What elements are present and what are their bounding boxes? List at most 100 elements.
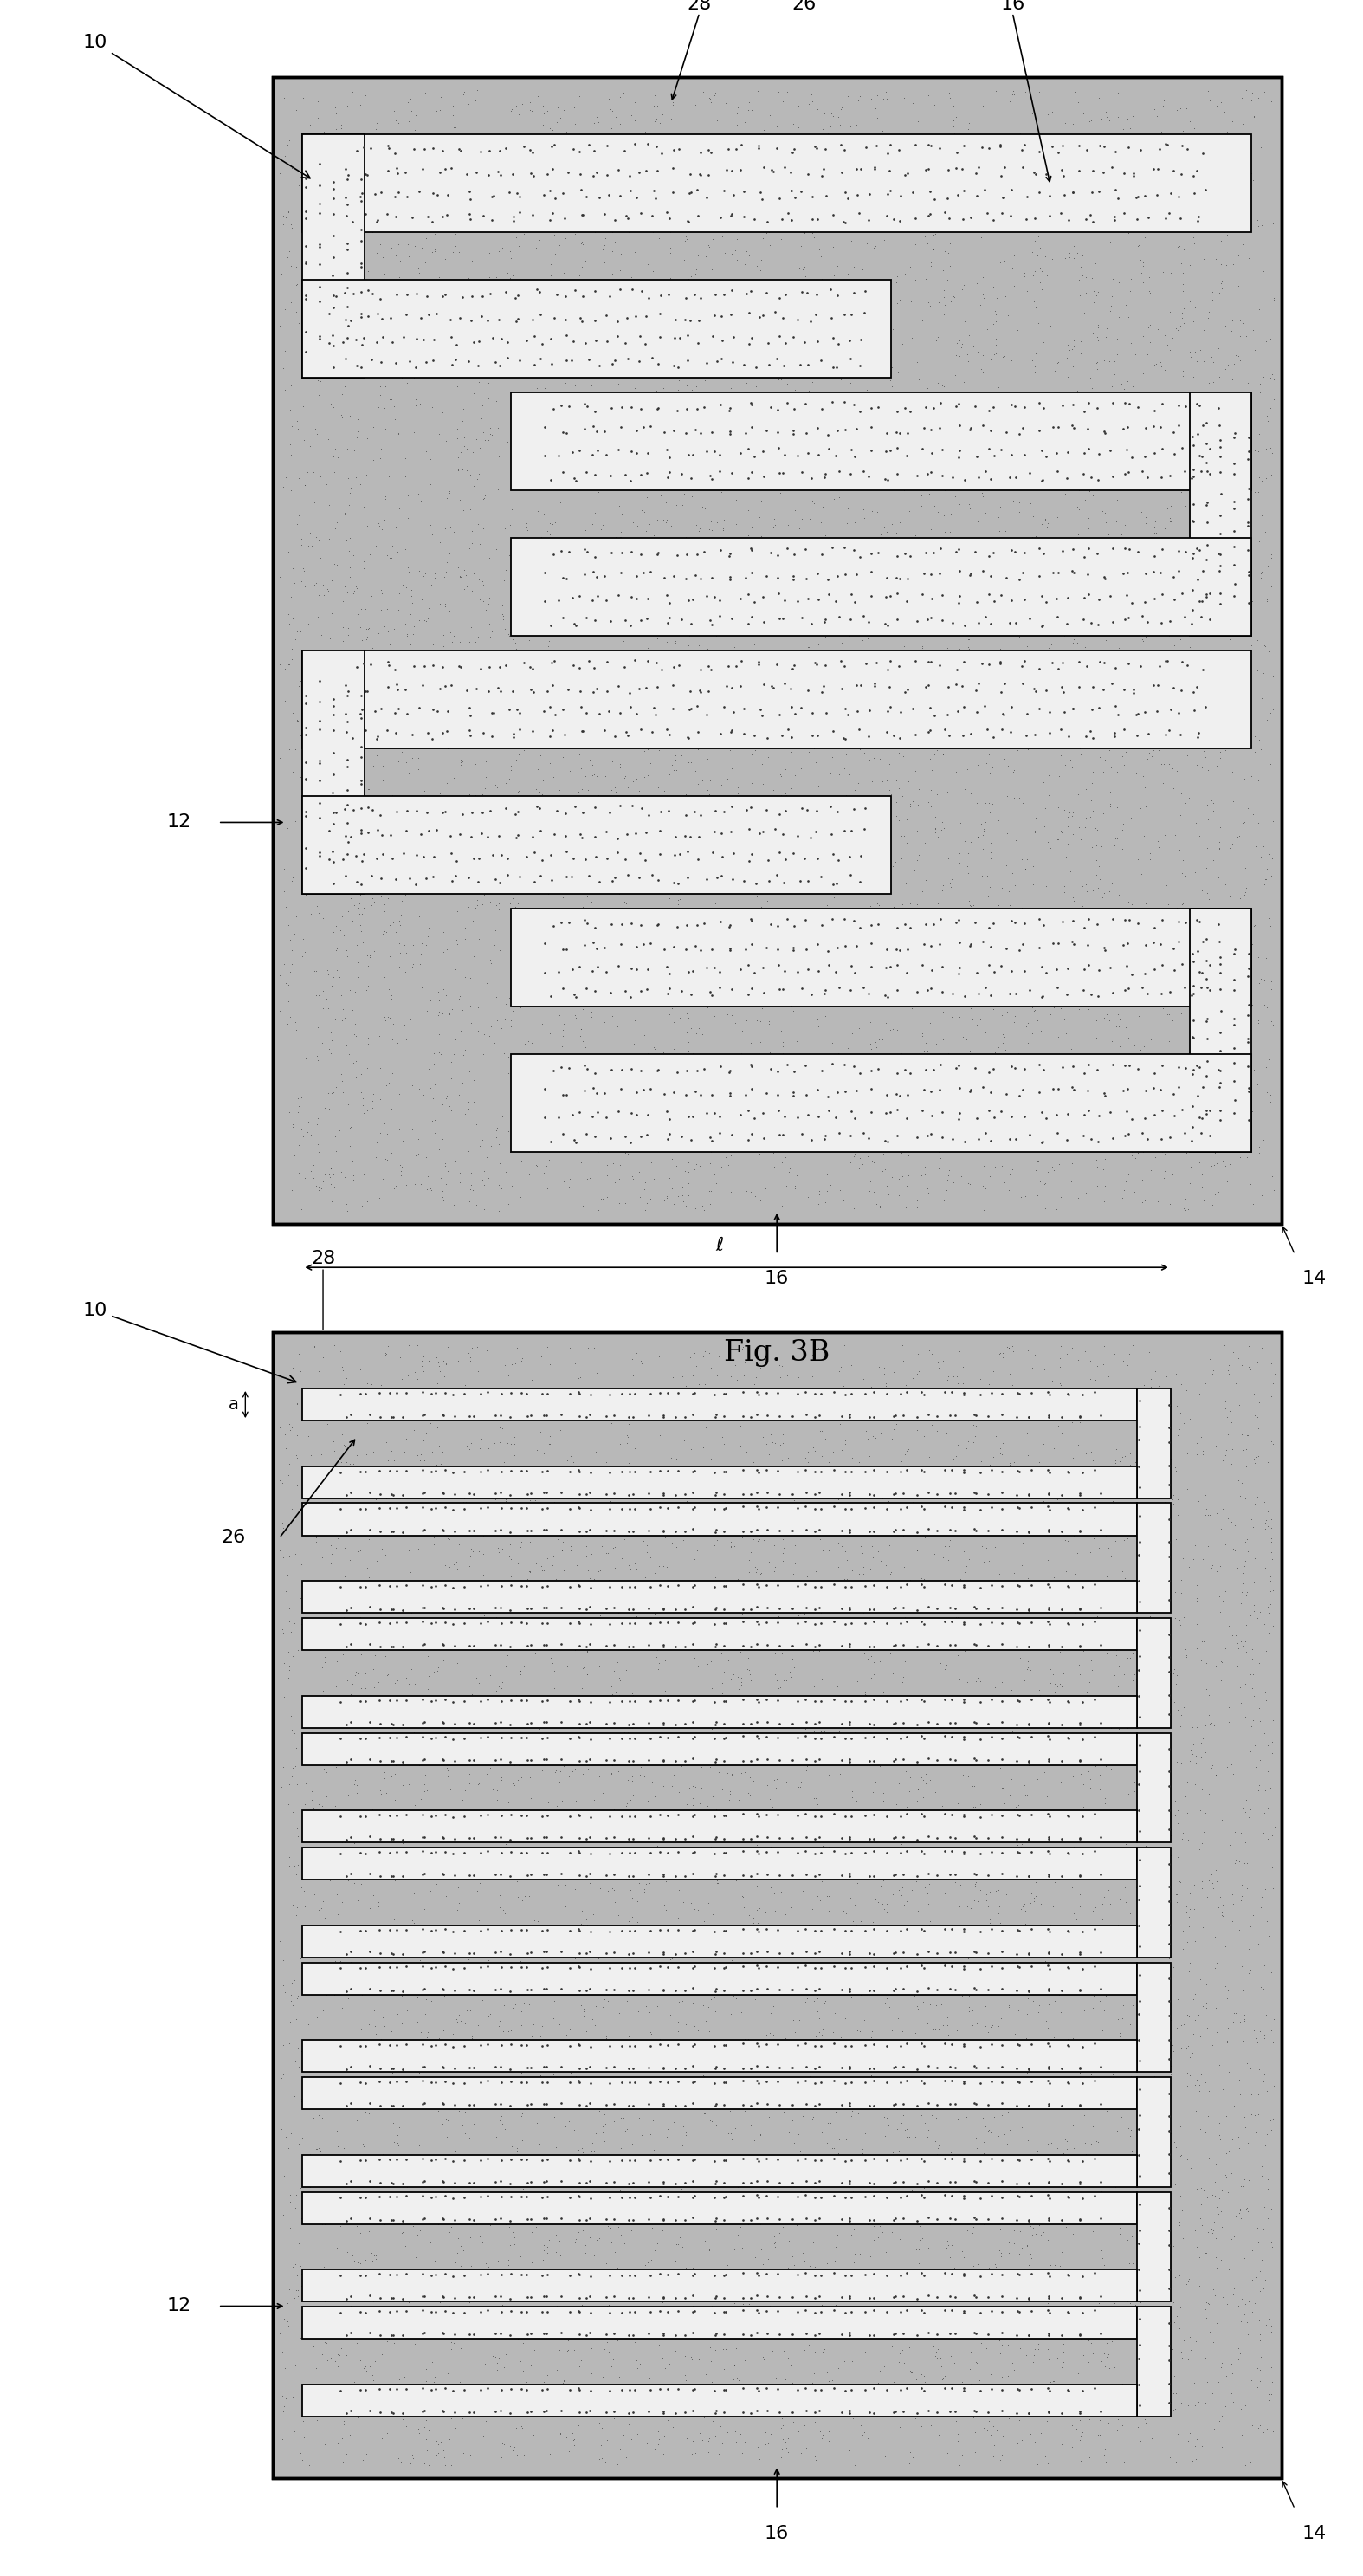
Point — [1129, 1182, 1150, 1224]
Point — [604, 2089, 626, 2130]
Point — [1094, 1164, 1116, 1206]
Point — [504, 2215, 526, 2257]
Point — [1198, 1695, 1220, 1736]
Point — [706, 1860, 728, 1901]
Point — [1183, 286, 1205, 327]
Point — [1115, 283, 1137, 325]
Point — [1144, 1747, 1165, 1788]
Point — [866, 2027, 887, 2069]
Point — [577, 876, 598, 917]
Point — [998, 2221, 1020, 2262]
Point — [977, 1540, 999, 1582]
Point — [380, 1754, 402, 1795]
Point — [527, 75, 549, 116]
Point — [1238, 971, 1259, 1012]
Point — [483, 1564, 504, 1605]
Point — [600, 415, 622, 456]
Point — [883, 744, 905, 786]
Point — [1065, 98, 1086, 139]
Point — [998, 943, 1020, 984]
Point — [553, 1783, 575, 1824]
Point — [973, 1337, 995, 1378]
Point — [677, 623, 699, 665]
Point — [303, 1914, 324, 1955]
Point — [643, 294, 665, 335]
Point — [536, 526, 557, 567]
Point — [388, 863, 410, 904]
Point — [1194, 1087, 1216, 1128]
Point — [1093, 2177, 1115, 2218]
Point — [751, 1553, 773, 1595]
Point — [837, 1803, 859, 1844]
Point — [1126, 2357, 1148, 2398]
Point — [1148, 2195, 1169, 2236]
Point — [927, 817, 949, 858]
Point — [361, 2354, 383, 2396]
Point — [722, 1079, 744, 1121]
Point — [455, 294, 477, 335]
Point — [1139, 647, 1161, 688]
Point — [510, 1940, 532, 1981]
Point — [604, 2231, 626, 2272]
Point — [571, 541, 593, 582]
Point — [559, 1602, 581, 1643]
Point — [1130, 2081, 1152, 2123]
Point — [643, 1059, 665, 1100]
Point — [459, 987, 481, 1028]
Point — [726, 1695, 748, 1736]
Point — [867, 98, 889, 139]
Point — [692, 896, 714, 938]
Point — [1194, 580, 1216, 621]
Point — [363, 1378, 384, 1419]
Point — [831, 1922, 853, 1963]
Point — [962, 1790, 984, 1832]
Point — [547, 2285, 568, 2326]
Point — [1109, 1504, 1131, 1546]
Point — [1052, 2331, 1074, 2372]
Point — [1139, 837, 1161, 878]
Point — [356, 147, 378, 188]
Point — [622, 1775, 643, 1816]
Point — [401, 1108, 423, 1149]
Point — [767, 956, 789, 997]
Point — [352, 2208, 373, 2249]
Point — [1164, 2123, 1186, 2164]
Point — [1111, 513, 1133, 554]
Point — [493, 175, 515, 216]
Point — [1060, 1685, 1082, 1726]
Point — [767, 1502, 789, 1543]
Point — [1160, 1113, 1182, 1154]
Point — [736, 1649, 758, 1690]
Point — [673, 2277, 695, 2318]
Point — [1050, 1664, 1071, 1705]
Point — [597, 1870, 619, 1911]
Point — [617, 1133, 639, 1175]
Point — [634, 134, 656, 175]
Point — [724, 538, 746, 580]
Point — [936, 2004, 958, 2045]
Point — [1141, 737, 1163, 778]
Point — [1180, 2331, 1202, 2372]
Point — [1036, 2002, 1058, 2043]
Point — [417, 1157, 439, 1198]
Point — [1138, 1461, 1160, 1502]
Point — [864, 1535, 886, 1577]
Point — [1044, 1834, 1066, 1875]
Point — [1257, 1726, 1278, 1767]
Point — [846, 1662, 868, 1703]
Point — [492, 1703, 514, 1744]
Point — [489, 1795, 511, 1837]
Point — [1069, 2396, 1090, 2437]
Point — [638, 2336, 660, 2378]
Point — [750, 1605, 771, 1646]
Point — [632, 1832, 654, 1873]
Point — [766, 891, 788, 933]
Point — [737, 2287, 759, 2329]
Point — [868, 608, 890, 649]
Point — [368, 502, 390, 544]
Point — [853, 556, 875, 598]
Point — [589, 541, 611, 582]
Point — [895, 1790, 917, 1832]
Point — [906, 2146, 928, 2187]
Point — [453, 2151, 474, 2192]
